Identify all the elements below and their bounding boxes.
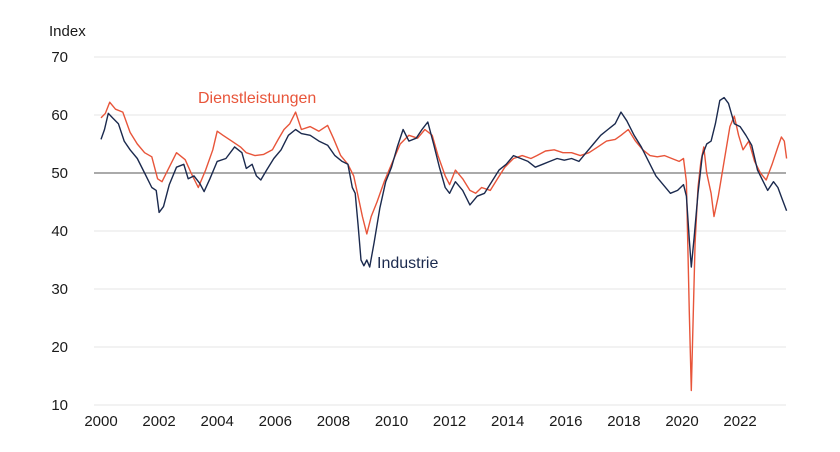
- y-tick-label: 50: [51, 165, 68, 182]
- y-tick-label: 30: [51, 281, 68, 298]
- y-axis-unit-label: Index: [49, 23, 86, 40]
- x-tick-label: 2008: [317, 413, 350, 430]
- x-axis-ticks: 2000 2002 2004 2006 2008 2010 2012 2014 2016 2018…: [84, 413, 756, 430]
- x-tick-label: 2016: [549, 413, 582, 430]
- series-label-dienstleistungen: Dienstleistungen: [198, 90, 316, 107]
- series-lines: [100, 96, 788, 392]
- x-tick-label: 2012: [433, 413, 466, 430]
- x-tick-label: 2000: [84, 413, 117, 430]
- series-label-industrie: Industrie: [377, 255, 438, 272]
- y-tick-label: 40: [51, 223, 68, 240]
- series-line-industrie: [100, 96, 788, 268]
- x-tick-label: 2018: [607, 413, 640, 430]
- x-tick-label: 2006: [259, 413, 292, 430]
- y-tick-label: 20: [51, 339, 68, 356]
- gridlines: [94, 56, 786, 406]
- y-axis-ticks: 10 20 30 40 50 60 70: [51, 49, 68, 414]
- series-line-dienstleistungen: [100, 101, 788, 392]
- x-tick-label: 2004: [201, 413, 234, 430]
- x-tick-label: 2020: [665, 413, 698, 430]
- y-tick-label: 60: [51, 107, 68, 124]
- x-tick-label: 2002: [142, 413, 175, 430]
- x-tick-label: 2022: [723, 413, 756, 430]
- x-tick-label: 2014: [491, 413, 524, 430]
- y-tick-label: 10: [51, 397, 68, 414]
- x-tick-label: 2010: [375, 413, 408, 430]
- y-tick-label: 70: [51, 49, 68, 66]
